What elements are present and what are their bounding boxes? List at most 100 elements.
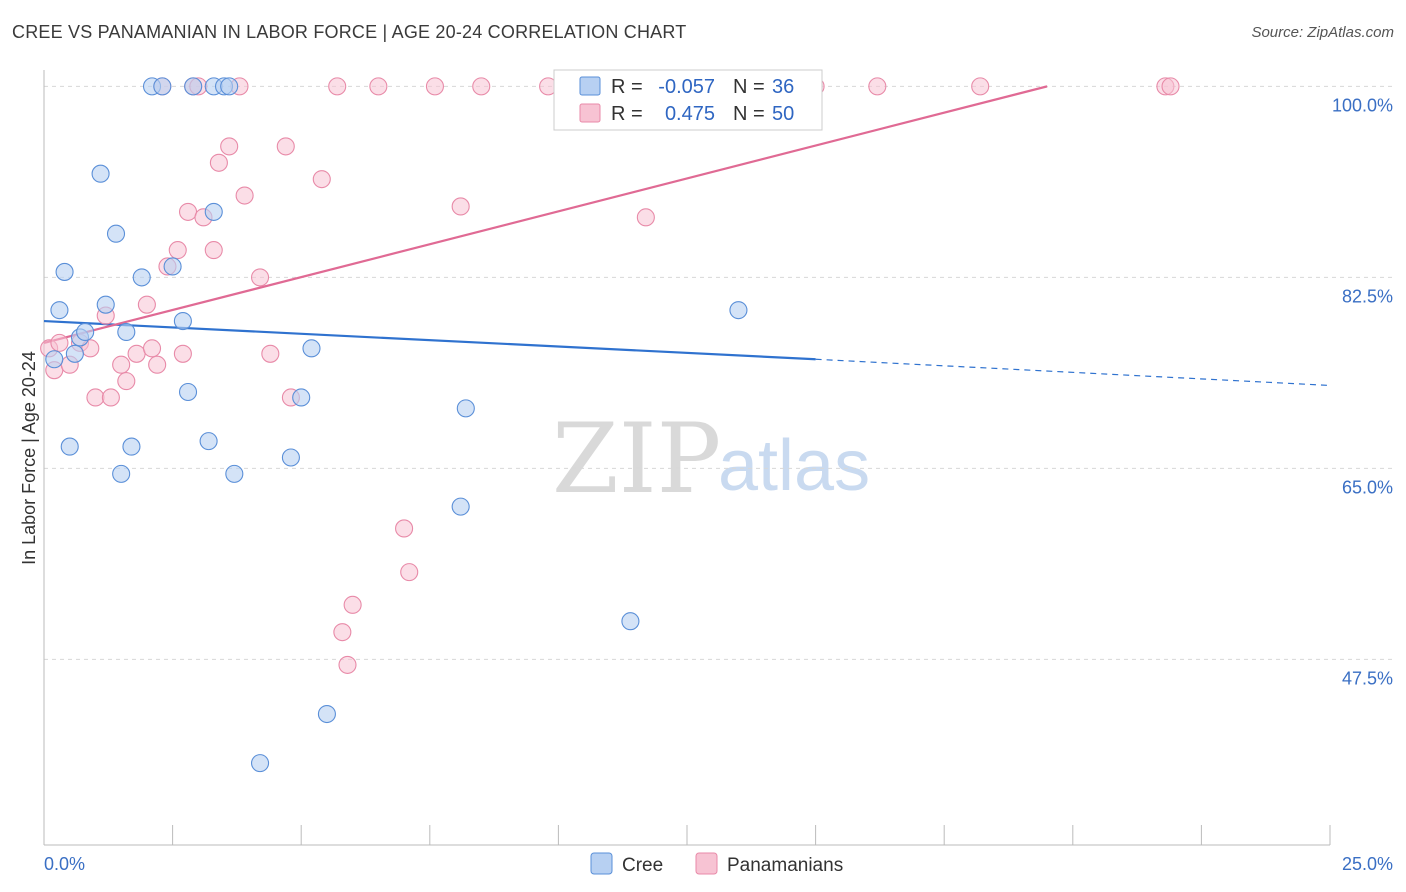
cree-point — [106, 224, 126, 243]
source-label: Source: ZipAtlas.com — [1251, 24, 1394, 41]
panamanian-point — [101, 388, 120, 407]
panamanian-point — [127, 344, 146, 363]
cree-point — [76, 322, 95, 342]
legend-pan-r-value: 0.475 — [665, 103, 715, 125]
panamanian-point — [250, 268, 270, 287]
cree-point — [153, 77, 172, 96]
cree-point — [55, 262, 74, 281]
cree-point — [199, 432, 218, 451]
watermark-atlas: atlas — [718, 426, 870, 506]
cree-trend-dashed — [815, 358, 1331, 387]
cree-point — [292, 388, 311, 407]
cree-point — [117, 322, 136, 342]
panamanian-point — [369, 77, 388, 96]
legend-pan-n-label: N = — [733, 103, 765, 125]
panamanian-point — [112, 355, 131, 374]
panamanian-point — [472, 77, 491, 96]
panamanian-point — [209, 153, 228, 172]
y-tick-labels: 47.5% 65.0% 82.5% 100.0% — [1332, 95, 1393, 688]
cree-point — [281, 448, 300, 467]
cree-point — [163, 257, 182, 276]
panamanian-point — [636, 208, 655, 227]
panamanian-trend-solid — [43, 85, 1048, 344]
panamanian-point — [451, 197, 470, 216]
panamanian-point — [343, 595, 362, 614]
cree-point — [456, 399, 475, 418]
bottom-legend-pan-label: Panamanians — [727, 855, 843, 876]
panamanian-point — [395, 519, 414, 538]
x-tick-label-max: 25.0% — [1342, 854, 1393, 874]
panamanian-points — [40, 77, 1180, 674]
panamanian-point — [276, 137, 295, 156]
panamanian-point — [178, 202, 198, 221]
panamanian-point — [137, 295, 156, 314]
panamanian-point — [142, 339, 162, 358]
legend-pan-r-label: R = — [611, 103, 643, 125]
panamanian-point — [204, 241, 223, 260]
cree-point — [45, 350, 64, 369]
bottom-legend-cree-label: Cree — [622, 855, 663, 876]
panamanian-point — [220, 137, 239, 156]
panamanian-point — [173, 344, 192, 363]
panamanian-point — [117, 372, 136, 391]
panamanian-point — [148, 355, 167, 374]
legend-cree-n-value: 36 — [772, 76, 794, 98]
panamanian-point — [400, 563, 419, 582]
cree-points — [45, 77, 820, 773]
cree-trend-solid — [43, 319, 816, 361]
y-tick-label: 82.5% — [1342, 286, 1393, 306]
panamanian-point — [1161, 77, 1180, 96]
gridlines — [44, 85, 1393, 660]
panamanian-point — [168, 241, 187, 260]
cree-point — [451, 497, 470, 516]
cree-point — [60, 437, 79, 456]
legend-pan-swatch — [579, 103, 601, 123]
cree-point — [317, 704, 336, 724]
cree-point — [91, 164, 110, 183]
y-tick-label: 100.0% — [1332, 95, 1393, 115]
bottom-legend-pan-swatch — [695, 852, 718, 875]
cree-point — [132, 268, 151, 287]
panamanian-point — [312, 170, 331, 189]
cree-point — [184, 77, 203, 96]
cree-point — [302, 339, 321, 358]
panamanian-point — [86, 388, 105, 407]
cree-point — [178, 382, 198, 402]
stats-legend: R = -0.057 N = 36 R = 0.475 N = 50 — [553, 69, 823, 131]
cree-point — [96, 295, 115, 314]
cree-point — [204, 202, 223, 221]
x-tick-marks — [43, 825, 1331, 845]
bottom-legend-cree-swatch — [590, 852, 613, 875]
x-tick-label-min: 0.0% — [44, 854, 85, 874]
cree-point — [250, 754, 270, 773]
legend-cree-r-value: -0.057 — [658, 76, 715, 98]
panamanian-point — [338, 655, 357, 674]
panamanian-point — [261, 344, 280, 363]
cree-point — [621, 612, 640, 631]
series-legend: Cree Panamanians — [590, 852, 843, 876]
cree-trend-line — [43, 319, 1331, 387]
watermark-zip: ZIP — [552, 403, 721, 515]
cree-point — [225, 464, 244, 483]
y-tick-label: 47.5% — [1342, 668, 1393, 688]
cree-point — [65, 344, 84, 363]
cree-point — [173, 312, 192, 331]
panamanian-trend-line — [43, 85, 1048, 344]
panamanian-point — [235, 186, 254, 205]
panamanian-point — [971, 77, 990, 96]
panamanian-point — [328, 77, 347, 96]
cree-point — [50, 301, 69, 320]
legend-pan-n-value: 50 — [772, 103, 794, 125]
cree-point — [729, 301, 748, 320]
panamanian-point — [868, 77, 887, 96]
cree-point — [112, 464, 131, 483]
legend-cree-n-label: N = — [733, 76, 765, 98]
cree-point — [122, 437, 141, 456]
y-tick-label: 65.0% — [1342, 477, 1393, 497]
panamanian-point — [50, 333, 69, 352]
panamanian-point — [425, 77, 444, 96]
cree-point — [220, 77, 239, 96]
panamanian-point — [333, 623, 352, 642]
y-axis-title: In Labor Force | Age 20-24 — [19, 351, 39, 565]
